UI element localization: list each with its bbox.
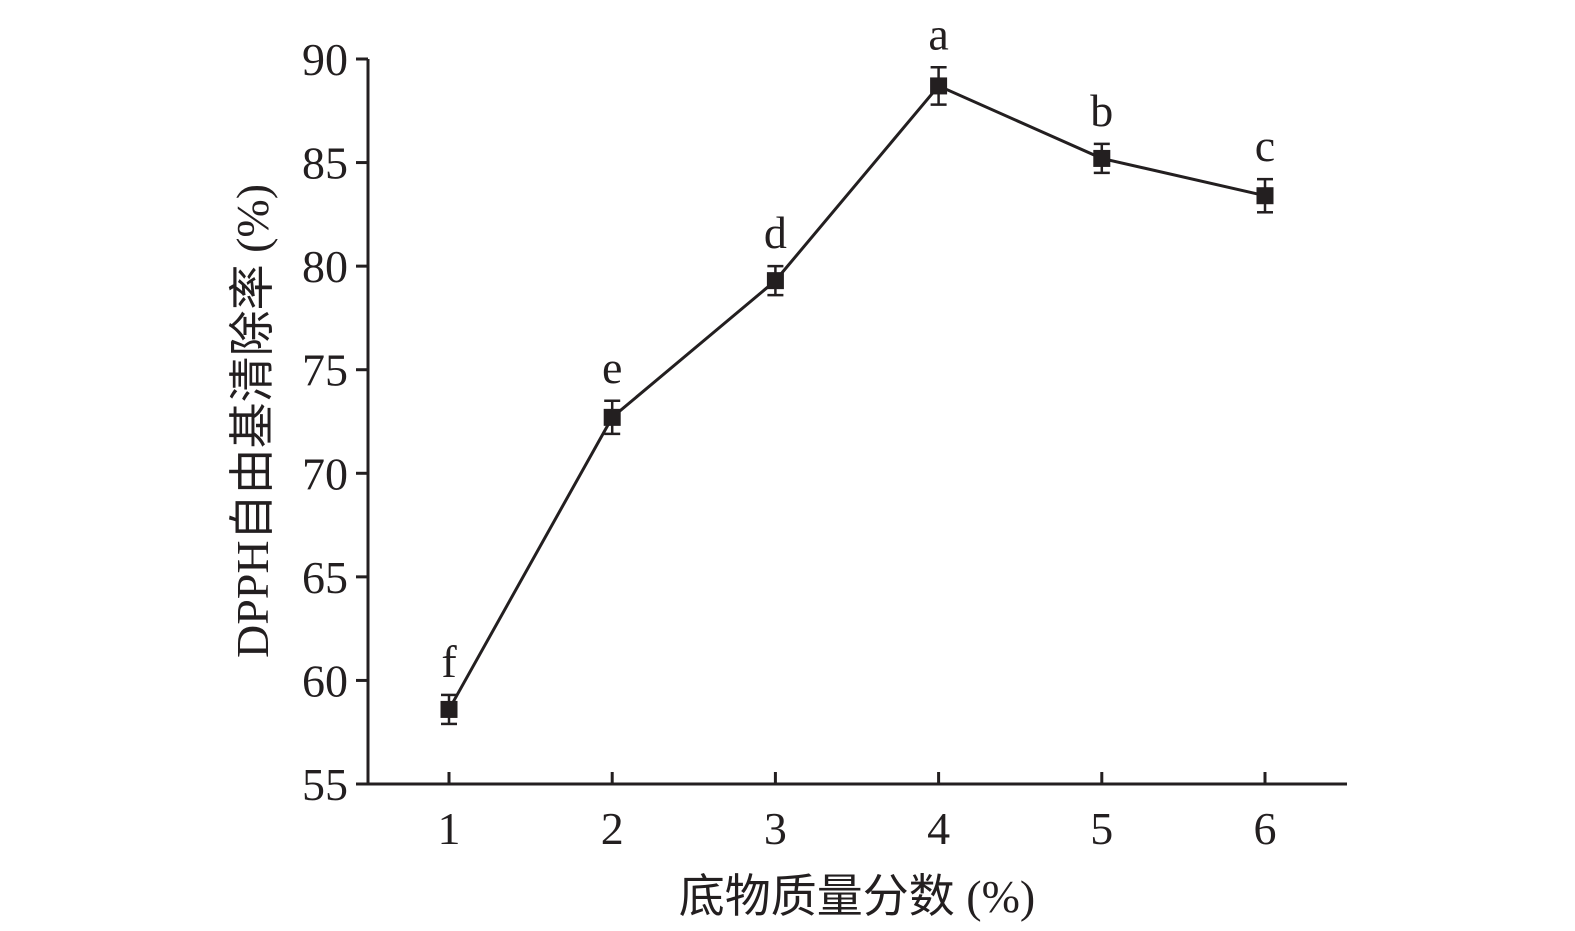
y-tick-label: 65 (302, 552, 348, 603)
y-ticks: 55 60 65 70 75 80 85 90 (302, 34, 368, 810)
data-point-marker (766, 272, 784, 290)
significance-label: c (1255, 120, 1275, 171)
data-point-marker (603, 408, 621, 426)
significance-label: d (764, 207, 787, 258)
significance-label: a (928, 8, 948, 59)
x-axis: 1 2 3 4 5 6 (368, 772, 1347, 854)
data-point-marker (1256, 187, 1274, 205)
significance-label: e (602, 342, 622, 393)
significance-label: f (441, 636, 457, 687)
x-tick-label: 2 (601, 803, 624, 854)
data-point-marker (1093, 149, 1111, 167)
data-point-marker (930, 77, 948, 95)
y-tick-label: 55 (302, 759, 348, 810)
y-axis-title: DPPH自由基清除率 (%) (227, 184, 278, 658)
y-tick-label: 85 (302, 138, 348, 189)
x-ticks: 1 2 3 4 5 6 (438, 772, 1277, 854)
x-axis-title: 底物质量分数 (%) (679, 871, 1035, 922)
y-tick-label: 70 (302, 448, 348, 499)
y-tick-label: 80 (302, 241, 348, 292)
x-tick-label: 1 (438, 803, 461, 854)
x-tick-label: 4 (927, 803, 950, 854)
y-axis: 55 60 65 70 75 80 85 90 (302, 34, 370, 810)
plot-area: f e d a b c (440, 8, 1275, 726)
x-tick-label: 6 (1254, 803, 1277, 854)
significance-label: b (1090, 85, 1113, 136)
y-tick-label: 90 (302, 34, 348, 85)
y-tick-label: 75 (302, 345, 348, 396)
y-tick-label: 60 (302, 655, 348, 706)
x-tick-label: 3 (764, 803, 787, 854)
series-line (447, 84, 1266, 711)
x-tick-label: 5 (1090, 803, 1113, 854)
data-point-marker (440, 700, 458, 718)
